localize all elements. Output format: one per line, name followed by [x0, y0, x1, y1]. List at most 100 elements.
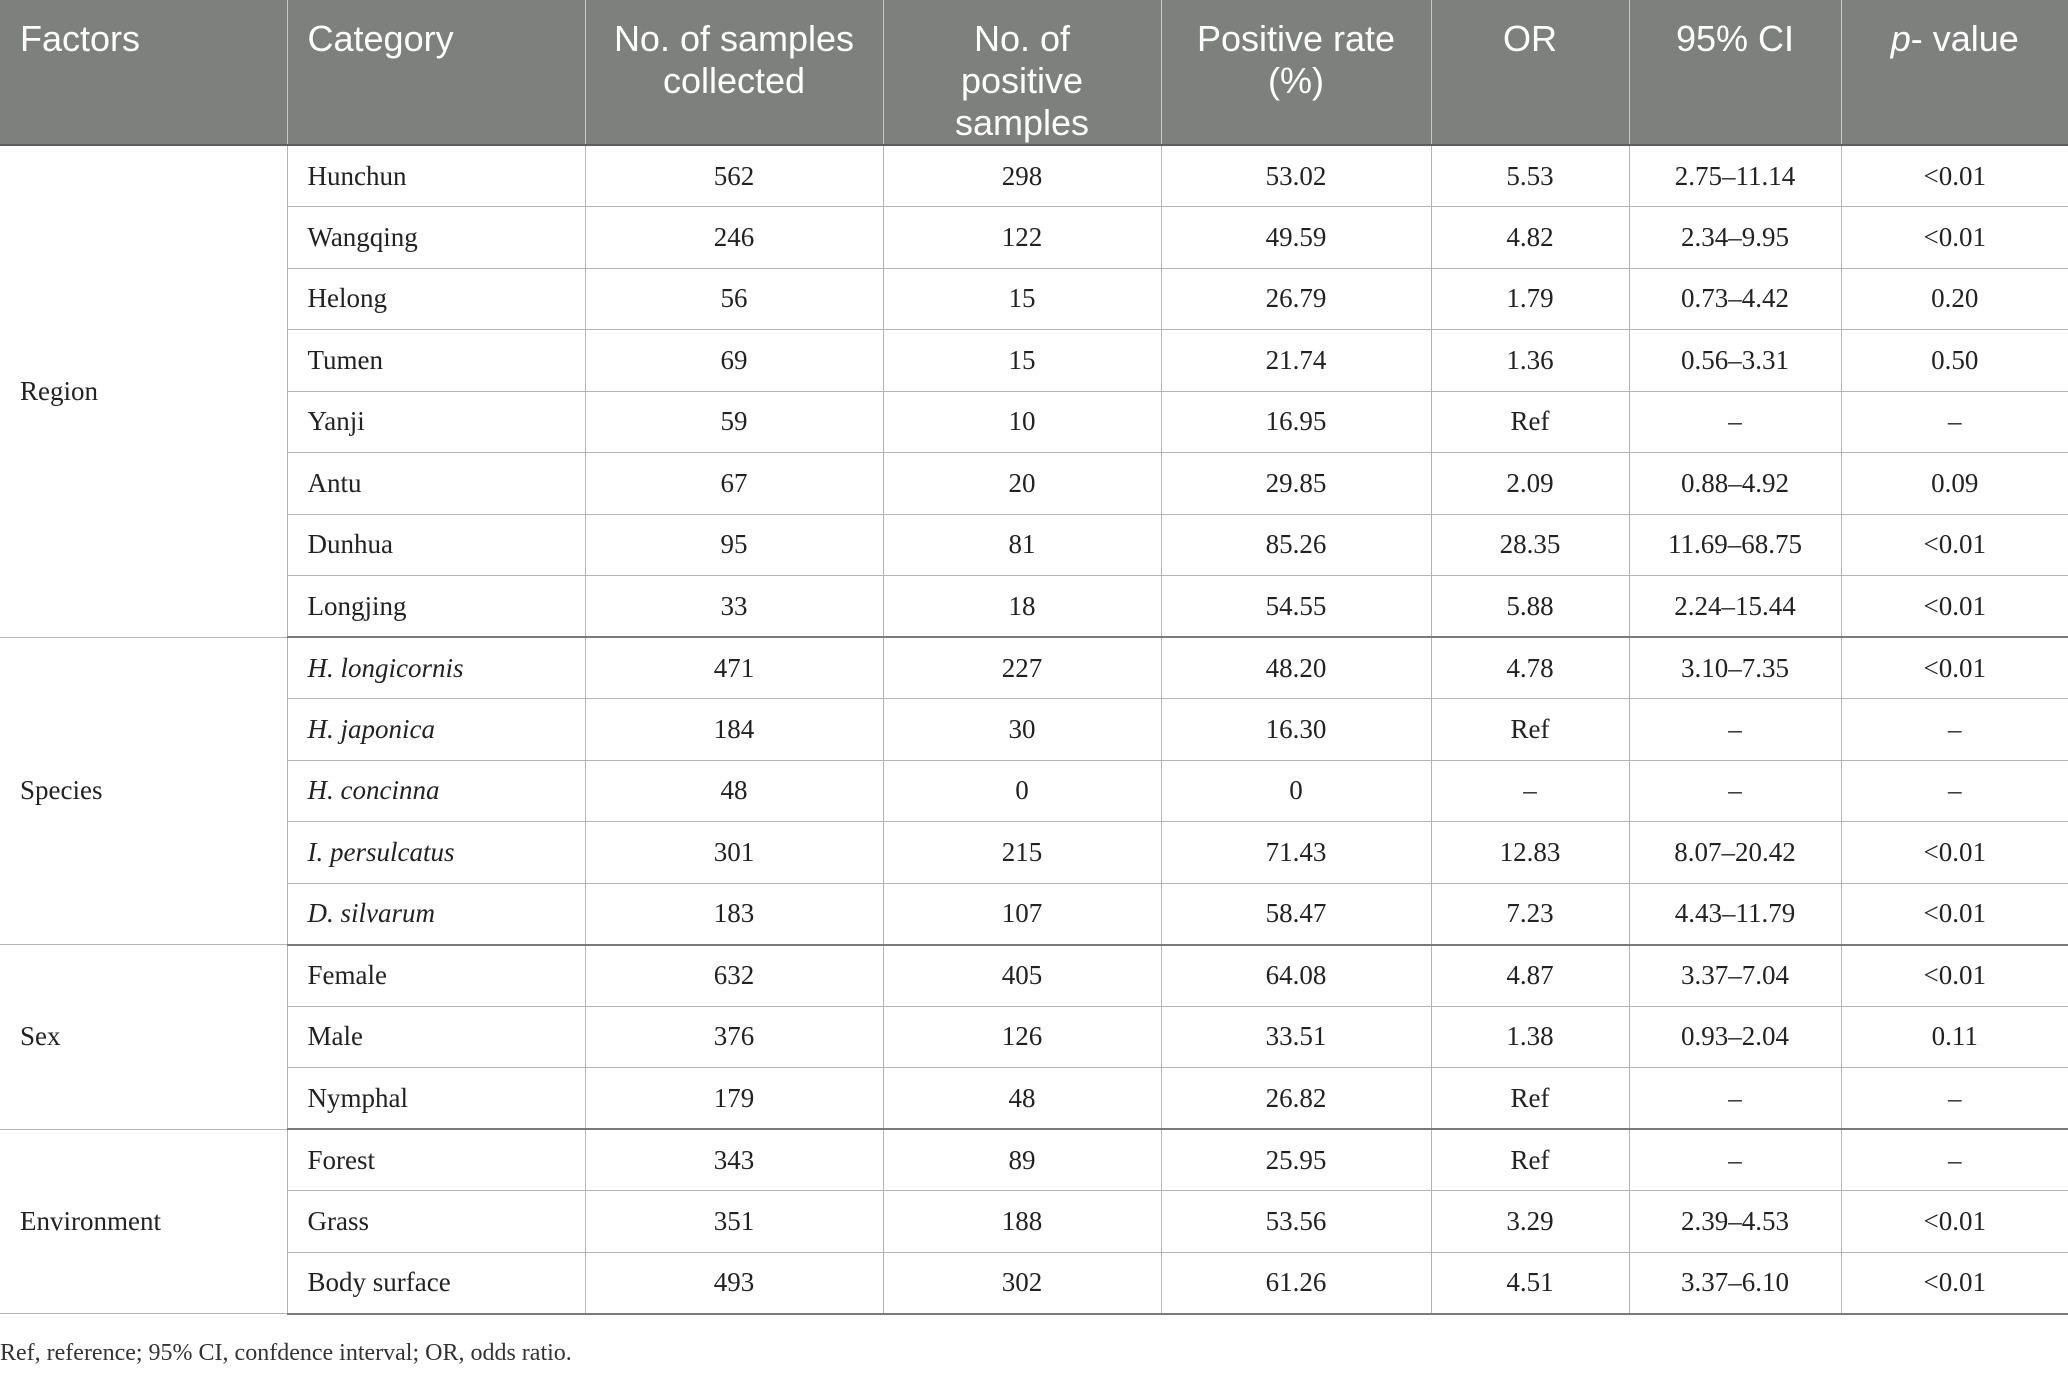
table-row: D. silvarum 183 107 58.47 7.23 4.43–11.79 <0.0…: [0, 882, 2068, 946]
samples-cell: 246: [584, 206, 884, 269]
or-cell: 4.87: [1430, 944, 1630, 1007]
or-cell: 4.82: [1430, 206, 1630, 269]
p-value-cell: <0.01: [1840, 821, 2068, 884]
positive-cell: 30: [882, 698, 1162, 761]
rate-cell: 71.43: [1160, 821, 1432, 884]
positive-cell: 18: [882, 575, 1162, 638]
positive-cell: 0: [882, 759, 1162, 822]
table-row: I. persulcatus 301 215 71.43 12.83 8.07–20.42…: [0, 821, 2068, 884]
positive-cell: 89: [882, 1128, 1162, 1191]
ci-cell: 2.24–15.44: [1628, 575, 1842, 638]
p-value-cell: <0.01: [1840, 513, 2068, 576]
header-or-label: OR: [1503, 18, 1557, 59]
p-value-cell: –: [1840, 390, 2068, 453]
samples-cell: 376: [584, 1005, 884, 1068]
rate-cell: 64.08: [1160, 944, 1432, 1007]
samples-cell: 69: [584, 329, 884, 392]
table-row: Tumen 69 15 21.74 1.36 0.56–3.31 0.50: [0, 329, 2068, 392]
rate-cell: 54.55: [1160, 575, 1432, 638]
table-row: H. concinna 48 0 0– – –: [0, 759, 2068, 822]
positive-cell: 81: [882, 513, 1162, 576]
p-value-cell: –: [1840, 759, 2068, 822]
ci-cell: 0.88–4.92: [1628, 452, 1842, 515]
category-cell: I. persulcatus: [286, 821, 586, 884]
rate-cell: 16.95: [1160, 390, 1432, 453]
or-cell: 1.36: [1430, 329, 1630, 392]
positive-cell: 20: [882, 452, 1162, 515]
rate-cell: 26.79: [1160, 267, 1432, 330]
table-row: Environment Forest 343 89 25.95 Ref – –: [0, 1128, 2068, 1314]
header-p-italic: p: [1890, 18, 1911, 59]
header-samples-line1: No. of samples: [613, 18, 855, 59]
positive-cell: 302: [882, 1251, 1162, 1315]
samples-cell: 179: [584, 1067, 884, 1130]
category-cell: H. japonica: [286, 698, 586, 761]
ci-cell: 3.37–6.10: [1628, 1251, 1842, 1315]
samples-cell: 351: [584, 1190, 884, 1253]
ci-cell: 0.56–3.31: [1628, 329, 1842, 392]
category-cell: Grass: [286, 1190, 586, 1253]
header-ci-label: 95% CI: [1675, 18, 1795, 59]
category-cell: Hunchun: [286, 144, 586, 207]
table-row: Dunhua 95 81 85.26 28.35 11.69–68.75 <0.01: [0, 513, 2068, 576]
ci-cell: 3.10–7.35: [1628, 636, 1842, 699]
rate-cell: 49.59: [1160, 206, 1432, 269]
table-row: Body surface 493 302 61.26 4.51 3.37–6.10 <0.0…: [0, 1251, 2068, 1315]
ci-cell: –: [1628, 390, 1842, 453]
table-row: Wangqing 246 122 49.59 4.82 2.34–9.95 <0.01: [0, 206, 2068, 269]
header-rate-line2: (%): [1268, 60, 1324, 101]
positive-cell: 15: [882, 329, 1162, 392]
samples-cell: 95: [584, 513, 884, 576]
ci-cell: 0.93–2.04: [1628, 1005, 1842, 1068]
factor-cell: Species: [0, 636, 288, 945]
header-positive-line3: samples: [954, 102, 1090, 143]
header-or: OR: [1430, 0, 1629, 146]
category-cell: Nymphal: [286, 1067, 586, 1130]
header-positive-rate: Positive rate (%): [1160, 0, 1431, 146]
positive-cell: 227: [882, 636, 1162, 699]
or-cell: 1.79: [1430, 267, 1630, 330]
category-cell: Forest: [286, 1128, 586, 1191]
rate-cell: 58.47: [1160, 882, 1432, 946]
positive-cell: 15: [882, 267, 1162, 330]
category-cell: D. silvarum: [286, 882, 586, 946]
or-cell: Ref: [1430, 698, 1630, 761]
or-cell: 12.83: [1430, 821, 1630, 884]
rate-cell: 16.30: [1160, 698, 1432, 761]
positive-cell: 188: [882, 1190, 1162, 1253]
ci-cell: 2.75–11.14: [1628, 144, 1842, 207]
ci-cell: –: [1628, 1067, 1842, 1130]
category-cell: Helong: [286, 267, 586, 330]
table-row: Antu 67 20 29.85 2.09 0.88–4.92 0.09: [0, 452, 2068, 515]
ci-cell: 2.39–4.53: [1628, 1190, 1842, 1253]
category-cell: Longjing: [286, 575, 586, 638]
table-row: Grass 351 188 53.56 3.29 2.39–4.53 <0.01: [0, 1190, 2068, 1253]
positive-cell: 10: [882, 390, 1162, 453]
or-cell: 28.35: [1430, 513, 1630, 576]
or-cell: Ref: [1430, 1067, 1630, 1130]
p-value-cell: <0.01: [1840, 636, 2068, 699]
rate-cell: 0: [1160, 759, 1432, 822]
header-samples-line2: collected: [662, 60, 806, 101]
or-cell: 4.78: [1430, 636, 1630, 699]
table-footnote: Ref, reference; 95% CI, confdence interv…: [0, 1340, 572, 1366]
p-value-cell: <0.01: [1840, 882, 2068, 946]
table-row: Longjing 33 18 54.55 5.88 2.24–15.44 <0.01: [0, 575, 2068, 638]
p-value-cell: <0.01: [1840, 206, 2068, 269]
table-body: Region Hunchun 562 298 53.02 5.53 2.75–11.14 <0…: [0, 144, 2068, 1315]
or-cell: 5.88: [1430, 575, 1630, 638]
header-p-rest: - value: [1910, 18, 2019, 59]
samples-cell: 343: [584, 1128, 884, 1191]
samples-cell: 183: [584, 882, 884, 946]
ci-cell: –: [1628, 759, 1842, 822]
p-value-cell: <0.01: [1840, 144, 2068, 207]
table-row: Region Hunchun 562 298 53.02 5.53 2.75–11.14 <0…: [0, 144, 2068, 638]
rate-cell: 85.26: [1160, 513, 1432, 576]
header-row: Factors Category No. of samples collecte…: [0, 0, 2068, 146]
table-row: H. japonica 184 30 16.30 Ref – –: [0, 698, 2068, 761]
or-cell: 1.38: [1430, 1005, 1630, 1068]
table-container: Factors Category No. of samples collecte…: [0, 0, 2068, 1315]
factor-cell: Sex: [0, 944, 288, 1130]
ci-cell: 8.07–20.42: [1628, 821, 1842, 884]
category-cell: H. longicornis: [286, 636, 586, 699]
